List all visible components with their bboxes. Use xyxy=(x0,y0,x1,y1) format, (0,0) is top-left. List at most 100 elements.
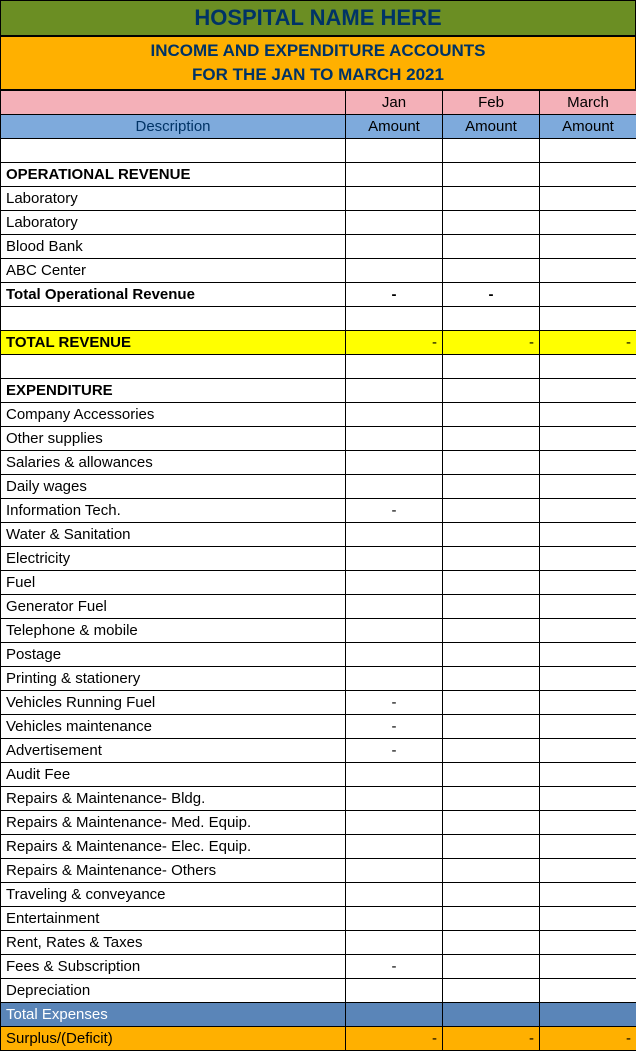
exp-jan xyxy=(346,546,443,570)
exp-mar xyxy=(540,690,636,714)
exp-feb xyxy=(443,906,540,930)
exp-item: Information Tech. xyxy=(1,498,346,522)
desc-header-gap xyxy=(1,90,346,114)
total-revenue-feb: - xyxy=(443,330,540,354)
exp-mar xyxy=(540,498,636,522)
page-title: HOSPITAL NAME HERE xyxy=(0,0,636,36)
exp-jan xyxy=(346,594,443,618)
exp-mar xyxy=(540,786,636,810)
exp-feb xyxy=(443,858,540,882)
subtitle-line2: FOR THE JAN TO MARCH 2021 xyxy=(192,65,444,84)
exp-jan xyxy=(346,522,443,546)
total-expenses-feb xyxy=(443,1002,540,1026)
exp-feb xyxy=(443,930,540,954)
surplus-mar: - xyxy=(540,1026,636,1050)
exp-feb xyxy=(443,642,540,666)
exp-mar xyxy=(540,738,636,762)
month-header-mar: March xyxy=(540,90,636,114)
exp-item: Repairs & Maintenance- Bldg. xyxy=(1,786,346,810)
expenditure-header: EXPENDITURE xyxy=(1,378,346,402)
total-op-rev-jan: - xyxy=(346,282,443,306)
surplus-jan: - xyxy=(346,1026,443,1050)
amt-mar xyxy=(540,210,636,234)
table-cell xyxy=(346,306,443,330)
op-rev-item: Laboratory xyxy=(1,210,346,234)
op-rev-item: Laboratory xyxy=(1,186,346,210)
exp-feb xyxy=(443,762,540,786)
exp-jan xyxy=(346,666,443,690)
exp-jan xyxy=(346,930,443,954)
amt-feb xyxy=(443,234,540,258)
exp-jan: - xyxy=(346,714,443,738)
exp-item: Electricity xyxy=(1,546,346,570)
exp-jan: - xyxy=(346,498,443,522)
exp-item: Entertainment xyxy=(1,906,346,930)
total-expenses-mar xyxy=(540,1002,636,1026)
exp-feb xyxy=(443,834,540,858)
exp-item: Vehicles maintenance xyxy=(1,714,346,738)
total-op-rev-feb: - xyxy=(443,282,540,306)
total-expenses-label: Total Expenses xyxy=(1,1002,346,1026)
exp-mar xyxy=(540,714,636,738)
exp-feb xyxy=(443,714,540,738)
exp-jan xyxy=(346,402,443,426)
exp-feb xyxy=(443,474,540,498)
exp-mar xyxy=(540,906,636,930)
month-header-jan: Jan xyxy=(346,90,443,114)
exp-mar xyxy=(540,834,636,858)
amt-mar xyxy=(540,186,636,210)
exp-item: Audit Fee xyxy=(1,762,346,786)
exp-mar xyxy=(540,618,636,642)
op-rev-header: OPERATIONAL REVENUE xyxy=(1,162,346,186)
total-revenue-label: TOTAL REVENUE xyxy=(1,330,346,354)
exp-mar xyxy=(540,882,636,906)
exp-mar xyxy=(540,858,636,882)
exp-item: Daily wages xyxy=(1,474,346,498)
total-op-rev-mar xyxy=(540,282,636,306)
exp-mar xyxy=(540,762,636,786)
exp-feb xyxy=(443,498,540,522)
exp-feb xyxy=(443,426,540,450)
exp-item: Fuel xyxy=(1,570,346,594)
total-revenue-mar: - xyxy=(540,330,636,354)
exp-feb xyxy=(443,546,540,570)
amt-mar xyxy=(540,258,636,282)
exp-item: Telephone & mobile xyxy=(1,618,346,642)
exp-mar xyxy=(540,474,636,498)
exp-mar xyxy=(540,666,636,690)
amt-feb xyxy=(443,258,540,282)
exp-item: Generator Fuel xyxy=(1,594,346,618)
exp-mar xyxy=(540,570,636,594)
description-header: Description xyxy=(1,114,346,138)
exp-feb xyxy=(443,594,540,618)
exp-jan xyxy=(346,882,443,906)
exp-feb xyxy=(443,450,540,474)
exp-item: Salaries & allowances xyxy=(1,450,346,474)
surplus-label: Surplus/(Deficit) xyxy=(1,1026,346,1050)
op-rev-item: Blood Bank xyxy=(1,234,346,258)
exp-jan xyxy=(346,570,443,594)
amount-header-mar: Amount xyxy=(540,114,636,138)
exp-feb xyxy=(443,978,540,1002)
exp-feb xyxy=(443,954,540,978)
exp-mar xyxy=(540,642,636,666)
subtitle-line1: INCOME AND EXPENDITURE ACCOUNTS xyxy=(151,41,486,60)
exp-jan xyxy=(346,762,443,786)
blank-cell xyxy=(540,138,636,162)
total-op-rev-label: Total Operational Revenue xyxy=(1,282,346,306)
exp-feb xyxy=(443,810,540,834)
exp-mar xyxy=(540,522,636,546)
exp-jan xyxy=(346,474,443,498)
exp-jan xyxy=(346,858,443,882)
exp-feb xyxy=(443,690,540,714)
surplus-feb: - xyxy=(443,1026,540,1050)
exp-item: Repairs & Maintenance- Elec. Equip. xyxy=(1,834,346,858)
exp-item: Postage xyxy=(1,642,346,666)
exp-mar xyxy=(540,978,636,1002)
exp-feb xyxy=(443,618,540,642)
exp-item: Rent, Rates & Taxes xyxy=(1,930,346,954)
blank-cell xyxy=(346,138,443,162)
amt-feb xyxy=(443,186,540,210)
exp-item: Printing & stationery xyxy=(1,666,346,690)
exp-item: Fees & Subscription xyxy=(1,954,346,978)
